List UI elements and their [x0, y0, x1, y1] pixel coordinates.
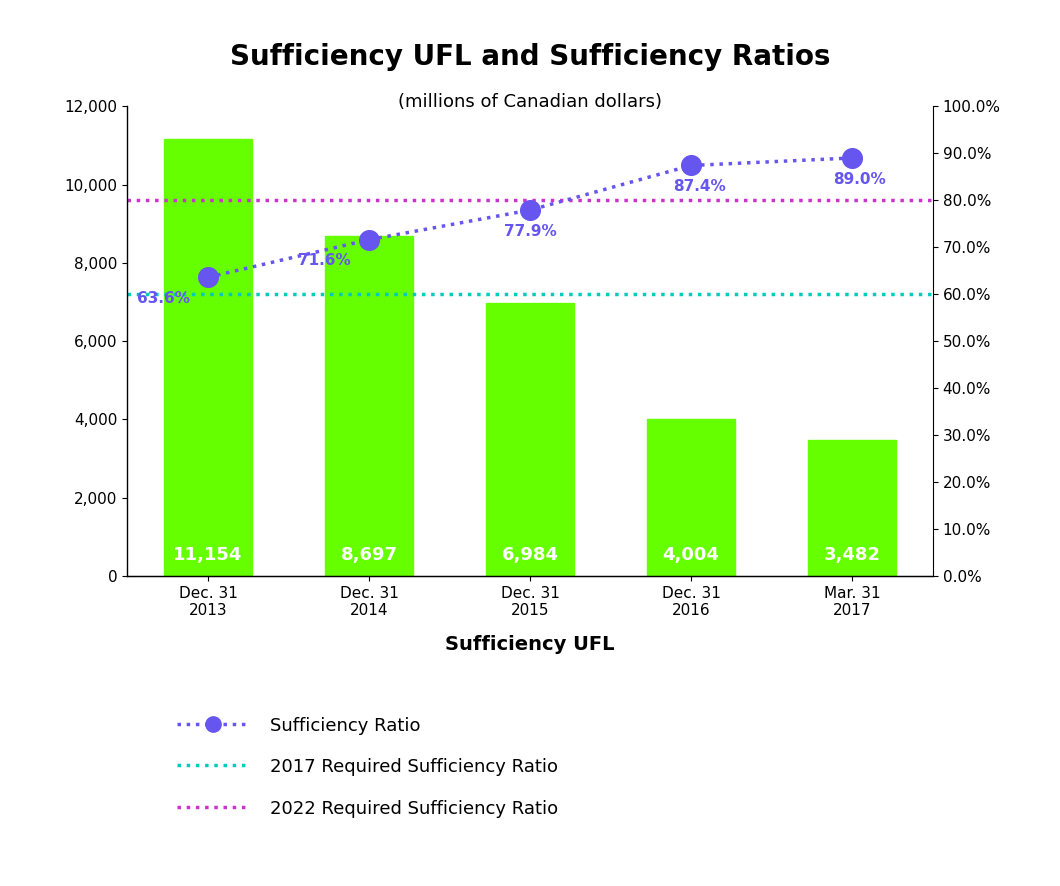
Text: 6,984: 6,984 [501, 546, 559, 564]
Bar [808, 439, 896, 576]
Text: 11,154: 11,154 [174, 546, 243, 564]
Bar [647, 419, 736, 576]
Point [199, 270, 216, 284]
Title: Sufficiency UFL and Sufficiency Ratios: Sufficiency UFL and Sufficiency Ratios [230, 43, 830, 71]
Bar [324, 236, 413, 576]
Legend: Sufficiency Ratio, 2017 Required Sufficiency Ratio, 2022 Required Sufficiency Ra: Sufficiency Ratio, 2017 Required Suffici… [177, 717, 559, 818]
Bar [164, 139, 252, 576]
Text: 77.9%: 77.9% [504, 224, 556, 239]
Point [683, 159, 700, 173]
Text: 71.6%: 71.6% [298, 253, 351, 268]
Text: 8,697: 8,697 [340, 546, 398, 564]
Text: 87.4%: 87.4% [673, 179, 725, 194]
Text: 89.0%: 89.0% [833, 172, 886, 187]
Point [522, 203, 538, 217]
X-axis label: Sufficiency UFL: Sufficiency UFL [445, 634, 615, 654]
Text: 3,482: 3,482 [824, 546, 881, 564]
Bar [485, 303, 575, 576]
Text: 63.6%: 63.6% [137, 291, 190, 306]
Text: 4,004: 4,004 [662, 546, 720, 564]
Text: (millions of Canadian dollars): (millions of Canadian dollars) [398, 93, 662, 111]
Point [844, 151, 861, 165]
Point [360, 233, 377, 247]
